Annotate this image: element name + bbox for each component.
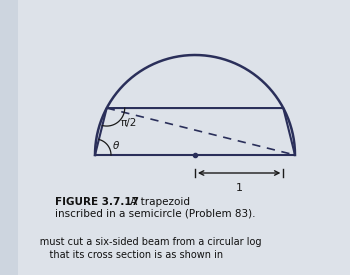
- Text: must cut a six-sided beam from a circular log: must cut a six-sided beam from a circula…: [30, 237, 261, 247]
- Text: A trapezoid: A trapezoid: [127, 197, 190, 207]
- Text: inscribed in a semicircle (Problem 83).: inscribed in a semicircle (Problem 83).: [55, 209, 256, 219]
- Text: π/2: π/2: [121, 118, 137, 128]
- Text: FIGURE 3.7.17: FIGURE 3.7.17: [55, 197, 139, 207]
- Text: 1: 1: [236, 183, 243, 193]
- Text: θ: θ: [113, 141, 119, 151]
- Text: that its cross section is as shown in: that its cross section is as shown in: [30, 250, 223, 260]
- FancyBboxPatch shape: [18, 0, 350, 275]
